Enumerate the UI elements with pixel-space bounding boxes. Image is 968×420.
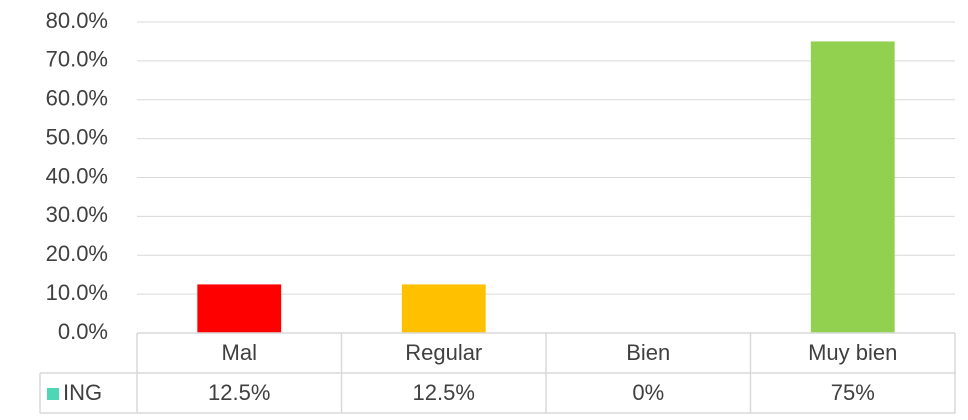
data-label: 0% — [632, 380, 664, 405]
x-tick-label: Muy bien — [808, 340, 897, 365]
bar — [197, 284, 282, 333]
y-tick-label: 20.0% — [46, 241, 108, 266]
y-tick-label: 60.0% — [46, 86, 108, 111]
y-tick-label: 0.0% — [58, 319, 108, 344]
bar — [401, 284, 486, 333]
y-tick-label: 40.0% — [46, 163, 108, 188]
y-tick-label: 30.0% — [46, 202, 108, 227]
y-tick-label: 70.0% — [46, 47, 108, 72]
x-tick-label: Mal — [222, 340, 257, 365]
y-tick-label: 50.0% — [46, 124, 108, 149]
x-tick-label: Regular — [405, 340, 482, 365]
x-tick-label: Bien — [626, 340, 670, 365]
bar — [810, 41, 895, 333]
legend-swatch — [47, 388, 59, 400]
data-label: 12.5% — [208, 380, 270, 405]
data-label: 75% — [831, 380, 875, 405]
data-label: 12.5% — [413, 380, 475, 405]
legend-label: ING — [63, 380, 102, 405]
y-tick-label: 80.0% — [46, 8, 108, 33]
y-tick-label: 10.0% — [46, 280, 108, 305]
